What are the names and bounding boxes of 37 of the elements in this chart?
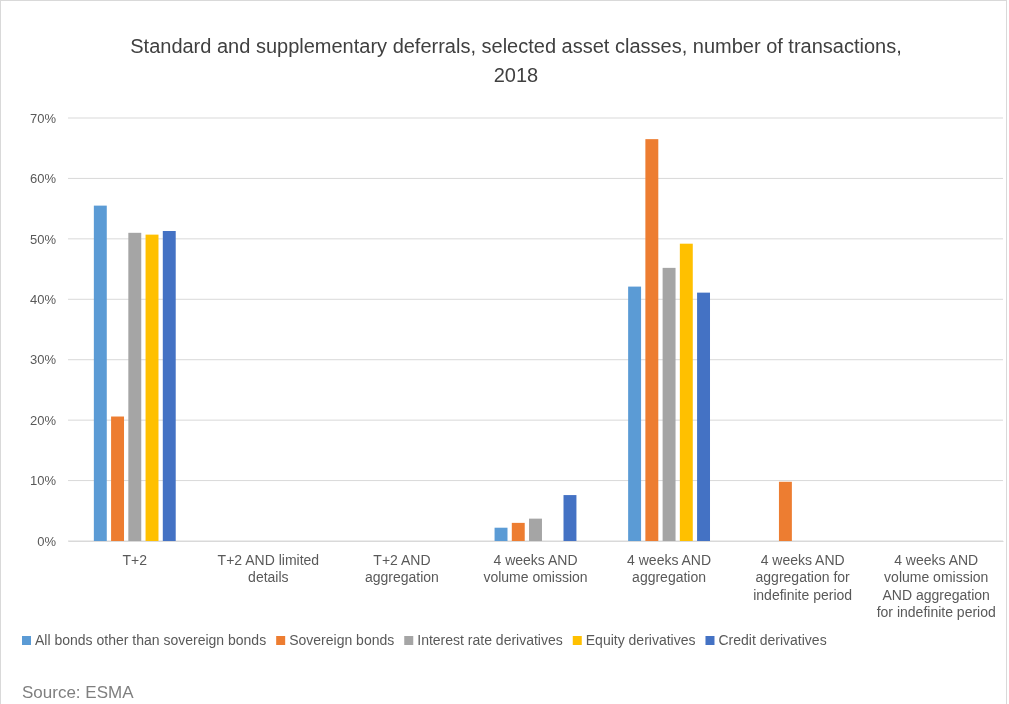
bar — [529, 518, 542, 541]
bar — [645, 139, 659, 541]
y-tick-label: 0% — [37, 533, 57, 549]
y-tick-label: 50% — [29, 231, 57, 247]
source-note: Source: ESMA — [22, 683, 135, 702]
x-tick-label: T+2 AND aggregation — [364, 551, 439, 586]
x-tick-label: T+2 — [122, 551, 148, 568]
bar — [128, 232, 142, 541]
bar — [628, 286, 642, 541]
x-tick-label: 4 weeks AND volume omission AND aggregation for indefinite period — [876, 551, 996, 621]
y-tick-label: 70% — [29, 110, 57, 126]
legend-label: Equity derivatives — [585, 632, 696, 648]
chart-title: Standard and supplementary deferrals, selected asset classes, number of transactions, 2018 — [130, 35, 902, 86]
bar — [679, 243, 693, 541]
x-tick-label: 4 weeks AND aggregation — [627, 551, 712, 586]
x-tick-label: 4 weeks AND volume omission — [483, 551, 588, 586]
bar — [697, 292, 710, 541]
bar — [662, 267, 676, 541]
bar — [494, 527, 508, 541]
y-tick-label: 20% — [29, 412, 57, 428]
y-tick-label: 60% — [29, 171, 57, 187]
bar — [162, 231, 176, 541]
legend-label: Credit derivatives — [718, 632, 827, 648]
bar — [111, 416, 125, 541]
y-tick-label: 10% — [29, 473, 57, 489]
y-tick-label: 30% — [29, 352, 57, 368]
bar — [511, 522, 525, 541]
x-tick-label: T+2 AND limited details — [217, 551, 320, 586]
bar — [778, 481, 792, 541]
bar — [563, 495, 577, 541]
legend-label: Interest rate derivatives — [417, 632, 563, 648]
y-tick-label: 40% — [29, 291, 57, 307]
legend-label: All bonds other than sovereign bonds — [35, 632, 267, 648]
x-tick-label: 4 weeks AND aggregation for indefinite period — [753, 551, 853, 603]
legend-label: Sovereign bonds — [289, 632, 395, 648]
bar — [93, 205, 107, 541]
bar — [145, 234, 159, 541]
